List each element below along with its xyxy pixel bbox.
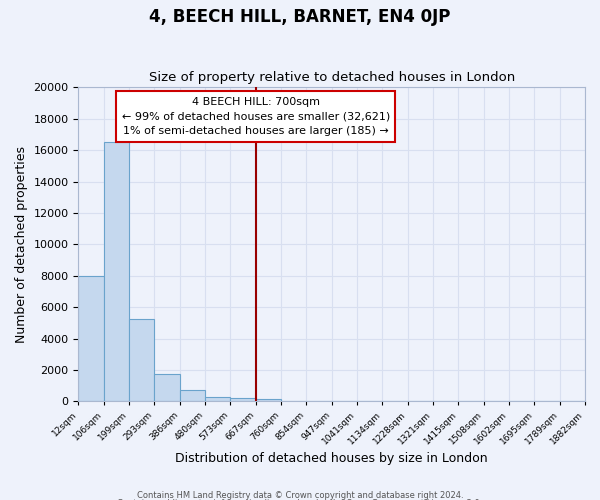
Text: Contains public sector information licensed under the Open Government Licence v3: Contains public sector information licen…	[118, 499, 482, 500]
Text: 4 BEECH HILL: 700sqm  
← 99% of detached houses are smaller (32,621)
1% of semi-: 4 BEECH HILL: 700sqm ← 99% of detached h…	[122, 97, 390, 136]
Bar	[104, 142, 129, 402]
Bar	[205, 396, 230, 402]
Bar	[180, 390, 205, 402]
Bar	[230, 398, 256, 402]
Text: Contains HM Land Registry data © Crown copyright and database right 2024.: Contains HM Land Registry data © Crown c…	[137, 490, 463, 500]
X-axis label: Distribution of detached houses by size in London: Distribution of detached houses by size …	[175, 452, 488, 465]
Y-axis label: Number of detached properties: Number of detached properties	[15, 146, 28, 343]
Bar	[154, 374, 180, 402]
Bar	[129, 319, 154, 402]
Text: 4, BEECH HILL, BARNET, EN4 0JP: 4, BEECH HILL, BARNET, EN4 0JP	[149, 8, 451, 26]
Bar	[256, 399, 281, 402]
Title: Size of property relative to detached houses in London: Size of property relative to detached ho…	[149, 70, 515, 84]
Bar	[79, 276, 104, 402]
